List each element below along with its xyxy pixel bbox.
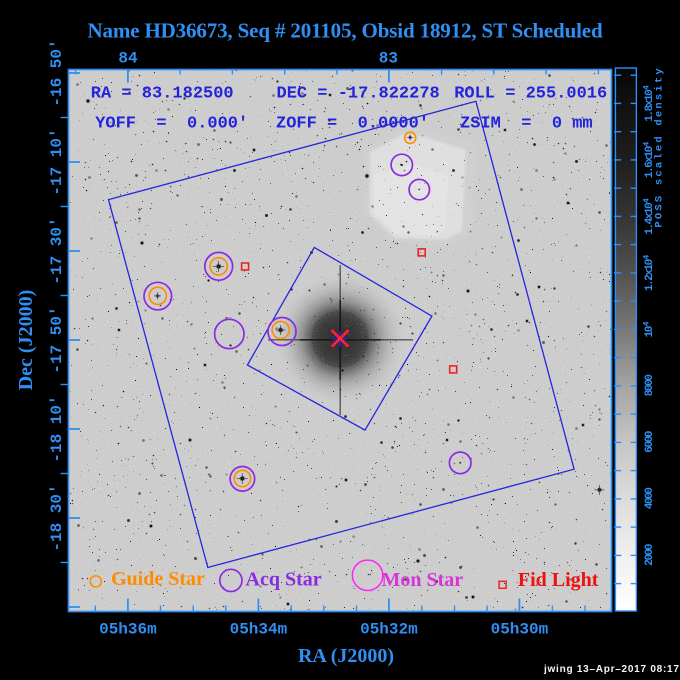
svg-text:jwing 13–Apr–2017 08:17: jwing 13–Apr–2017 08:17 [543,664,680,675]
svg-text:Name HD36673, Seq # 201105, Ob: Name HD36673, Seq # 201105, Obsid 18912,… [88,19,603,43]
svg-text:-16 50': -16 50' [48,39,66,106]
svg-text:RA (J2000): RA (J2000) [298,645,394,667]
svg-text:1.2x104: 1.2x104 [643,254,656,291]
svg-text:-17 10': -17 10' [48,128,66,195]
svg-text:05h36m: 05h36m [99,620,157,638]
svg-text:YOFF = 0.000': YOFF = 0.000' [95,115,248,134]
svg-text:8000: 8000 [644,375,656,396]
svg-text:1.4x104: 1.4x104 [643,198,656,235]
svg-text:84: 84 [118,49,138,67]
svg-text:Guide Star: Guide Star [111,568,205,590]
svg-text:RA = 83.182500: RA = 83.182500 [91,85,234,104]
svg-text:Dec (J2000): Dec (J2000) [15,290,37,391]
svg-text:83: 83 [379,49,398,67]
svg-text:1.6x104: 1.6x104 [643,141,656,178]
svg-text:ROLL = 255.0016: ROLL = 255.0016 [454,85,607,104]
svg-text:6000: 6000 [644,431,656,452]
svg-text:05h32m: 05h32m [360,620,418,638]
svg-text:DEC = -17.822278: DEC = -17.822278 [277,85,440,104]
svg-text:-18 10': -18 10' [48,395,66,462]
svg-text:POSS scaled density: POSS scaled density [654,66,666,228]
svg-text:05h34m: 05h34m [230,620,288,638]
svg-text:ZSIM = 0 mm: ZSIM = 0 mm [460,115,593,134]
svg-text:Mon Star: Mon Star [382,569,464,591]
svg-text:ZOFF = 0.0000': ZOFF = 0.0000' [276,115,429,134]
svg-text:Acq Star: Acq Star [246,569,322,591]
svg-text:2000: 2000 [644,544,656,565]
svg-text:-17 30': -17 30' [48,217,66,284]
svg-text:-18 30': -18 30' [48,484,66,551]
svg-text:1.8x104: 1.8x104 [643,85,656,122]
svg-text:05h30m: 05h30m [491,620,549,638]
svg-text:4000: 4000 [644,488,656,509]
svg-text:Fid Light: Fid Light [518,569,599,591]
svg-text:-17 50': -17 50' [48,306,66,373]
